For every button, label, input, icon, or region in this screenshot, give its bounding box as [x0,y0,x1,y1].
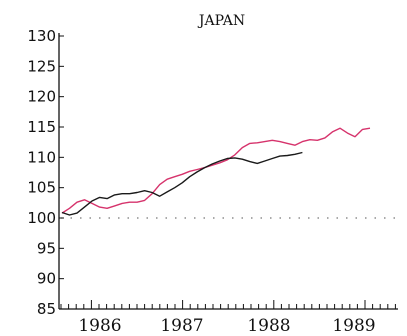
y-tick-label: 115 [27,118,56,136]
y-tick-label: 105 [27,179,56,197]
y-tick-label: 125 [27,57,56,75]
x-year-label: 1989 [332,316,375,336]
y-tick-label: 120 [27,88,56,106]
series-line-2 [61,151,303,216]
y-tick-label: 110 [27,148,56,166]
y-tick-label: 130 [27,27,56,45]
y-tick-label: 95 [37,239,56,257]
y-tick-label: 90 [37,270,56,288]
chart-title: JAPAN [197,13,245,29]
x-year-label: 1988 [247,316,290,336]
series-line-1 [61,127,371,214]
x-year-label: 1987 [160,316,203,336]
plot-area: 85 90 95 100 105 110 115 120 125 130 1986 1987 1988 1… [27,27,398,336]
x-year-label: 1986 [78,316,121,336]
y-tick-label: 100 [27,209,56,227]
y-tick-label: 85 [37,300,56,318]
